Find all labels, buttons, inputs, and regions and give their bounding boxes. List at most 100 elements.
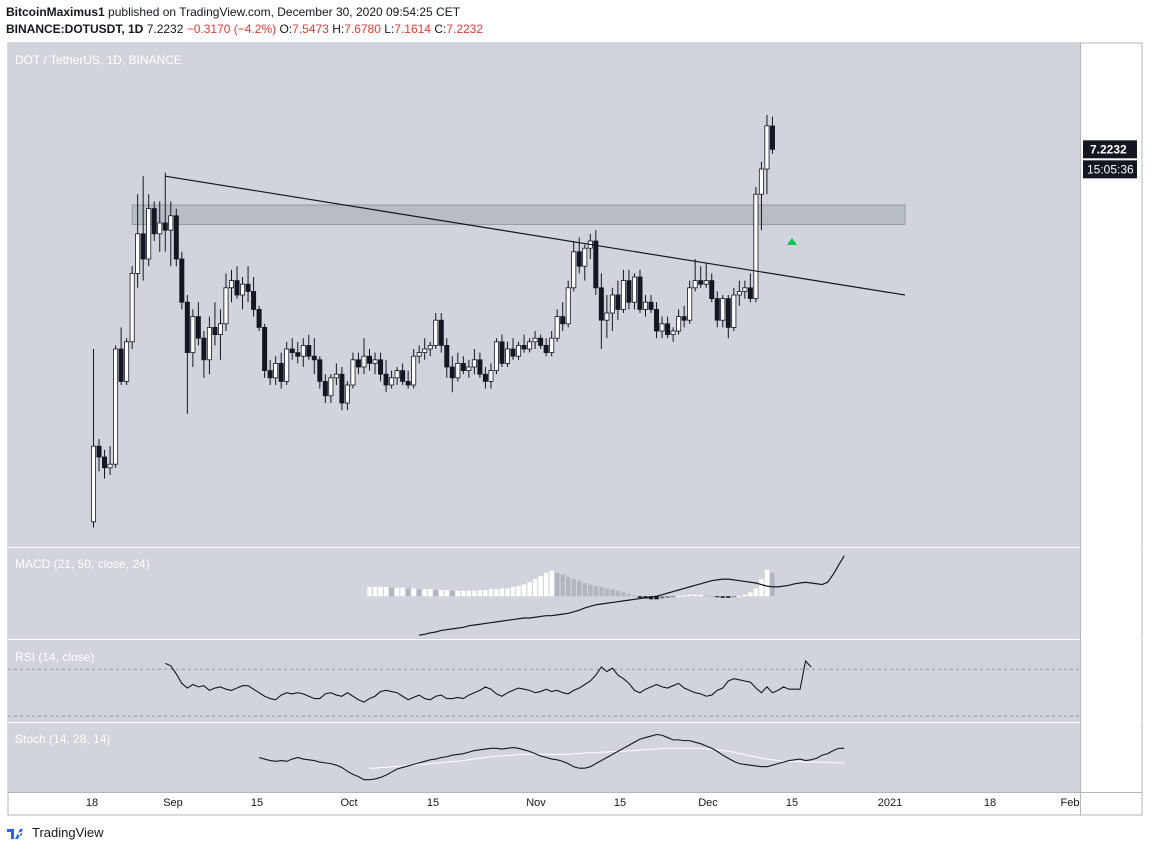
macd-histogram-bar xyxy=(692,594,698,597)
candle xyxy=(460,356,466,375)
price-change: −0.3170 (−4.2%) xyxy=(186,22,277,36)
macd-histogram-bar xyxy=(731,596,737,598)
macd-histogram-bar xyxy=(499,588,505,597)
macd-histogram-bar xyxy=(610,589,615,597)
candle-body xyxy=(328,377,334,397)
candle xyxy=(322,374,328,403)
candle xyxy=(527,338,533,353)
candle-body xyxy=(300,344,306,357)
candle xyxy=(256,305,262,331)
countdown-label: 15:05:36 xyxy=(1087,162,1134,176)
macd-histogram-bar xyxy=(637,596,643,598)
candle xyxy=(300,338,306,367)
ohlc-line: BINANCE:DOTUSDT, 1D 7.2232 −0.3170 (−4.2… xyxy=(6,22,483,36)
candle xyxy=(223,273,229,331)
macd-histogram-bar xyxy=(422,589,427,597)
candle xyxy=(455,352,461,382)
macd-histogram-bar xyxy=(394,587,400,597)
candle xyxy=(245,266,251,303)
candle-body xyxy=(477,359,483,375)
candle xyxy=(190,309,196,367)
macd-histogram-bar xyxy=(681,595,687,597)
candle xyxy=(217,309,223,360)
candle xyxy=(107,446,113,475)
time-tick-label: 18 xyxy=(984,797,996,809)
candle xyxy=(355,352,361,375)
candle-body xyxy=(245,283,251,292)
candle xyxy=(488,363,494,389)
macd-histogram-bar xyxy=(770,572,775,597)
price-pane-title: DOT / TetherUS, 1D, BINANCE xyxy=(15,53,182,67)
candle xyxy=(538,334,544,349)
candle xyxy=(714,291,720,328)
macd-histogram-bar xyxy=(450,590,455,597)
candle-body xyxy=(769,125,775,150)
candle-body xyxy=(140,233,146,260)
high-label: H: xyxy=(332,22,345,36)
candle xyxy=(157,201,163,252)
macd-histogram-bar xyxy=(466,590,472,597)
price-tick-label: 3.0000 xyxy=(1090,448,1124,460)
open-label: O: xyxy=(279,22,293,36)
macd-histogram-bar xyxy=(439,590,444,597)
candle xyxy=(234,266,240,299)
candle xyxy=(582,244,588,281)
candle xyxy=(731,287,737,331)
candle xyxy=(753,187,759,303)
macd-histogram-bar xyxy=(510,586,516,597)
candle xyxy=(306,334,312,360)
tradingview-logo-icon xyxy=(7,828,23,839)
time-tick-label: Sep xyxy=(163,797,183,809)
candle xyxy=(405,370,411,389)
author-name[interactable]: BitcoinMaximus1 xyxy=(6,5,105,19)
candle xyxy=(576,237,582,274)
candle xyxy=(124,338,130,385)
time-tick-label: Oct xyxy=(340,797,357,809)
candle xyxy=(140,176,146,281)
candle-body xyxy=(742,287,748,292)
macd-histogram-bar xyxy=(720,596,725,598)
candle-body xyxy=(516,344,522,357)
candle-body xyxy=(482,373,488,382)
macd-histogram-bar xyxy=(416,589,422,597)
candle-body xyxy=(151,208,157,235)
rsi-tick-label: 75.00 xyxy=(1090,658,1118,670)
candle-body xyxy=(455,362,461,379)
candle-body xyxy=(709,280,715,300)
time-tick-label: 15 xyxy=(786,797,798,809)
candle xyxy=(240,277,246,310)
candle-body xyxy=(405,380,411,386)
macd-histogram-bar xyxy=(698,594,703,597)
close-label: C: xyxy=(434,22,447,36)
candle xyxy=(427,341,433,357)
price-tick-label: 8.0000 xyxy=(1090,88,1124,100)
footer-brand[interactable]: TradingView xyxy=(32,825,104,840)
candle-body xyxy=(466,366,472,371)
candle xyxy=(549,331,555,357)
candle xyxy=(378,352,384,382)
stoch-tick-label: 40.00 xyxy=(1090,760,1118,772)
candle-body xyxy=(411,355,417,386)
candle xyxy=(510,338,516,360)
candle xyxy=(151,201,157,241)
macd-histogram-bar xyxy=(742,594,748,597)
candle-body xyxy=(449,366,455,379)
candle-body xyxy=(692,280,698,289)
candle-body xyxy=(444,344,450,368)
candle-body xyxy=(471,359,477,368)
candle xyxy=(168,201,174,267)
candle-body xyxy=(620,280,626,310)
macd-histogram-bar xyxy=(444,590,449,597)
candle xyxy=(372,352,378,375)
candle xyxy=(339,367,345,411)
candle xyxy=(195,302,201,346)
candle xyxy=(747,273,753,303)
candle-body xyxy=(295,352,301,357)
macd-histogram-bar xyxy=(483,590,488,597)
candle-body xyxy=(378,359,384,375)
candle-body xyxy=(256,308,262,328)
candle xyxy=(262,323,268,378)
rsi-tick-label: 50.00 xyxy=(1090,688,1118,700)
macd-histogram-bar xyxy=(488,589,494,597)
